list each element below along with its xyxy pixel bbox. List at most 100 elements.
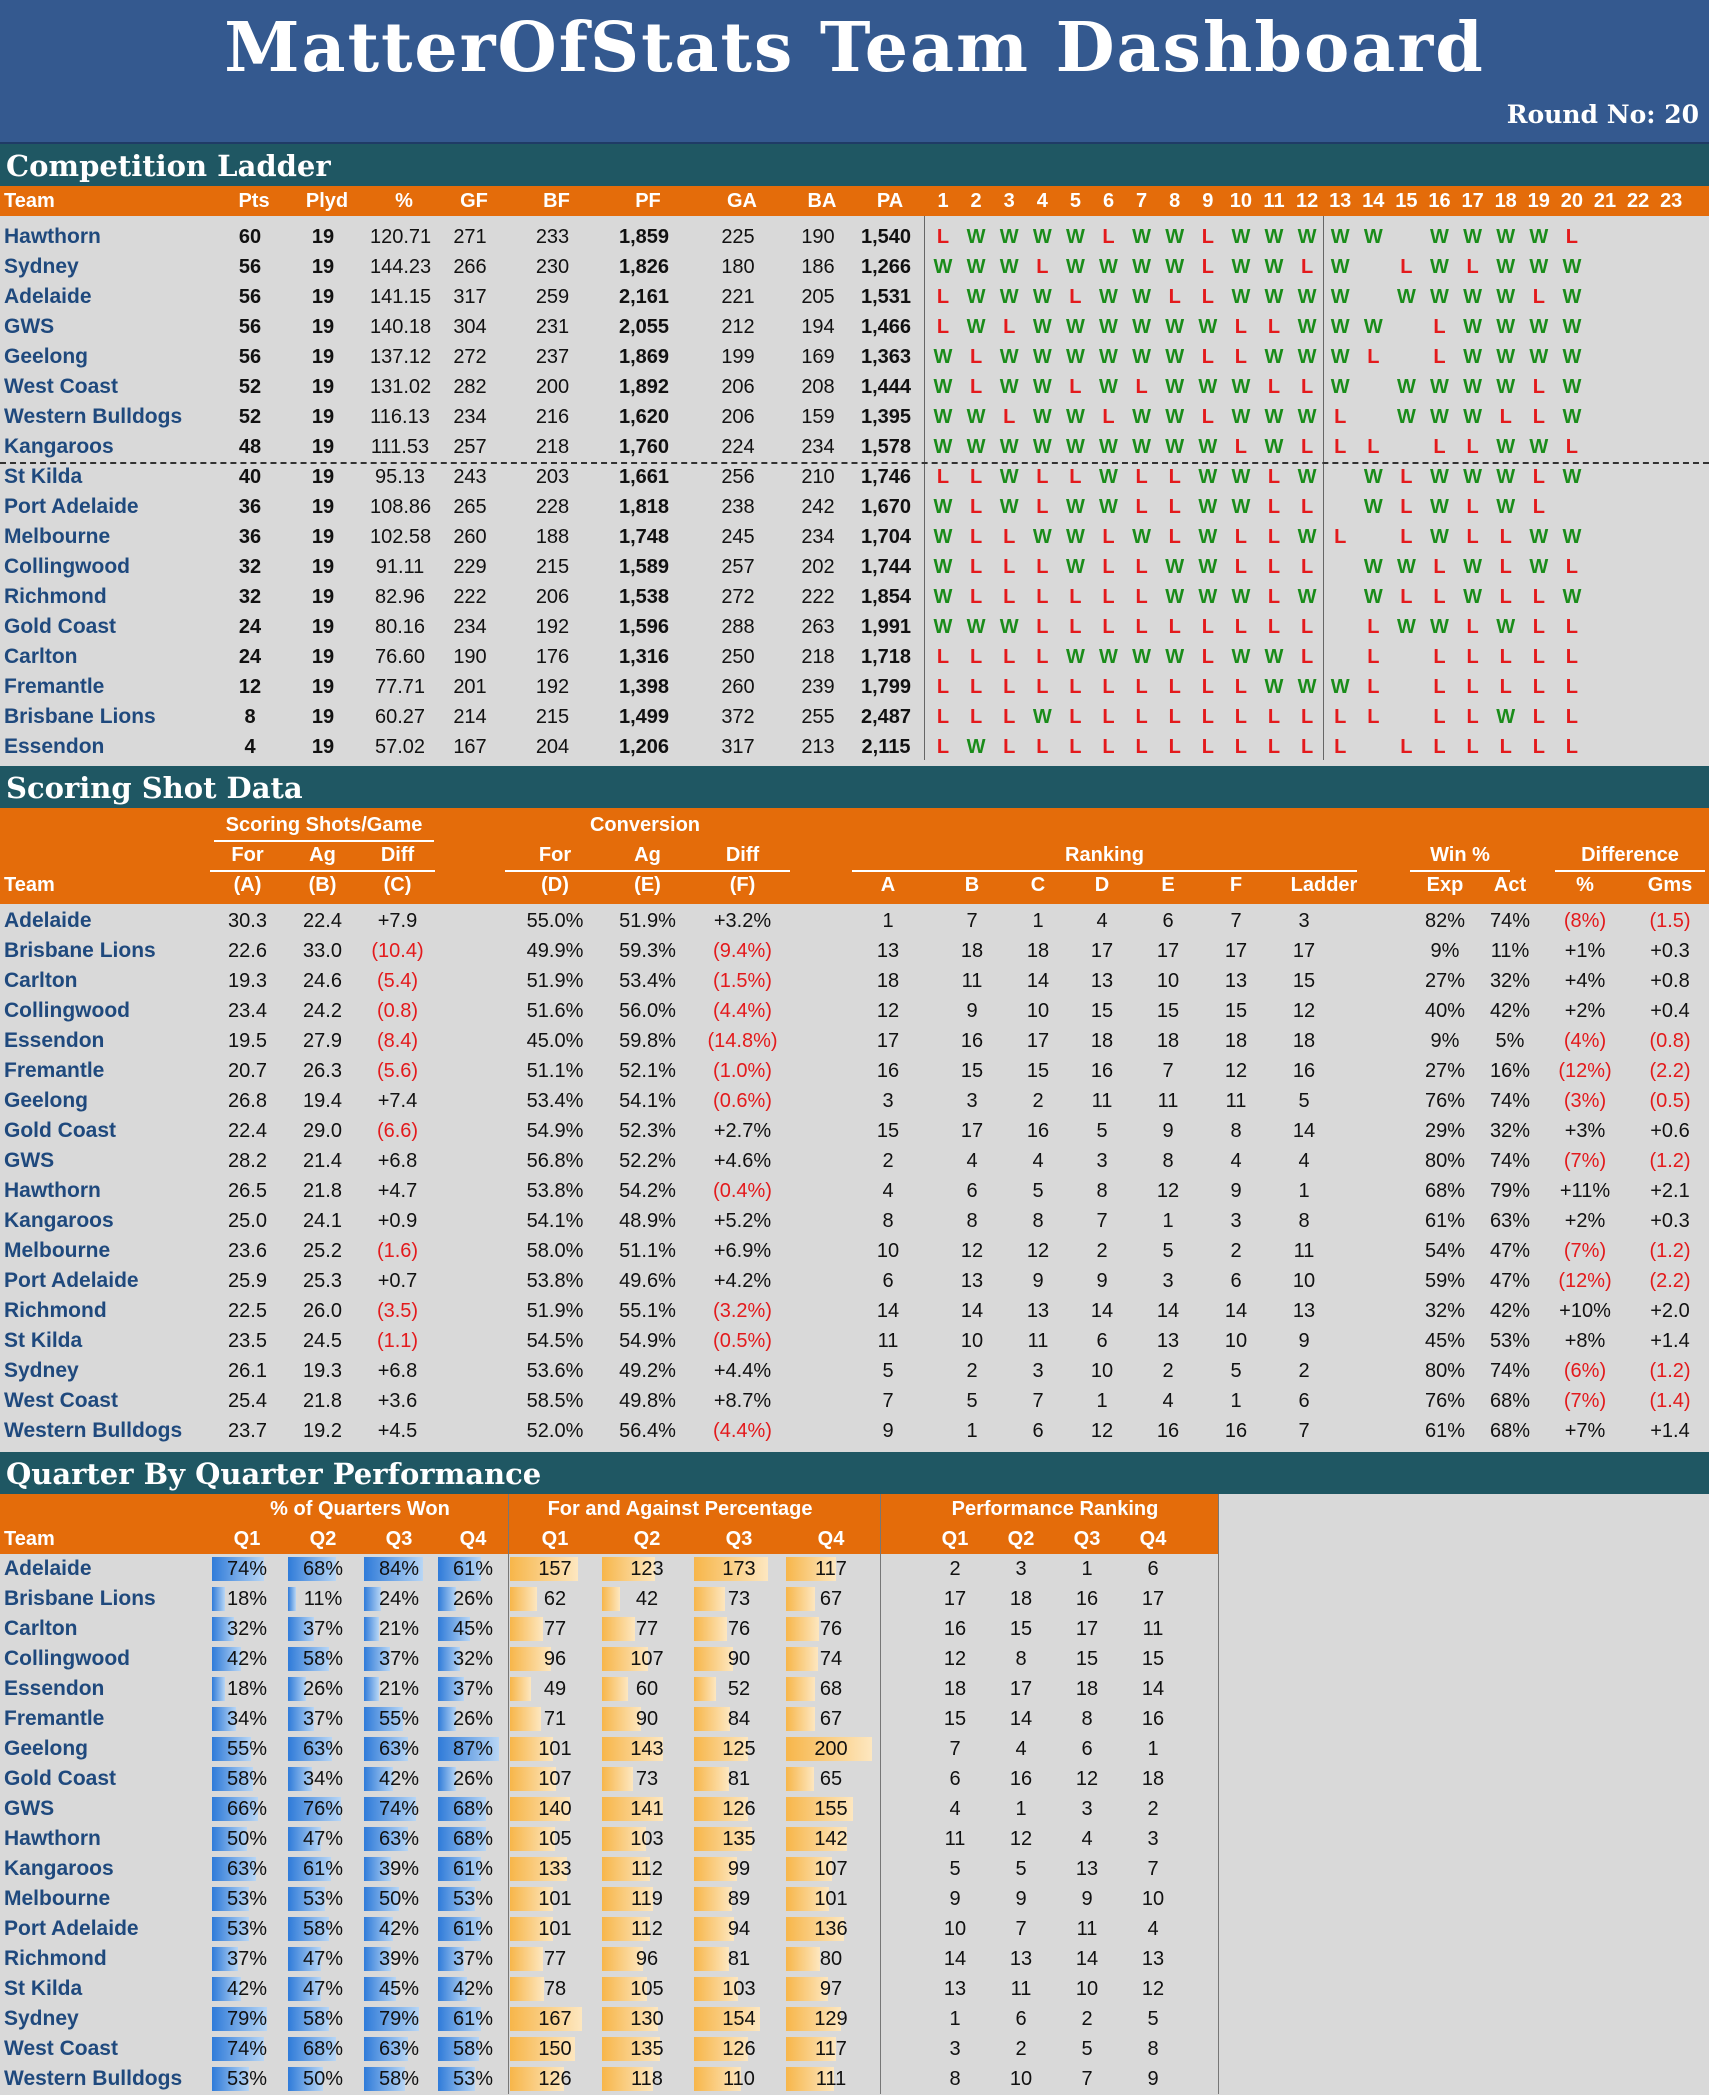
round-result: L: [1400, 526, 1413, 548]
ladder-pts: 56: [238, 316, 262, 338]
fa-pct-value: 154: [722, 2008, 756, 2030]
round-result: L: [1201, 226, 1214, 248]
rank-col-C: C: [1030, 874, 1046, 896]
round-result: W: [1330, 676, 1350, 698]
round-result: L: [1466, 736, 1479, 758]
round-result: W: [1165, 346, 1185, 368]
ladder-pts: 48: [238, 436, 262, 458]
fa-pct-value: 111: [815, 2068, 847, 2090]
ladder-ga: 272: [721, 586, 755, 608]
fa-pct-bar: [602, 1827, 646, 1851]
scoring-value: 52.2%: [619, 1150, 676, 1172]
round-result: W: [933, 526, 953, 548]
group-ranking: Ranking: [852, 840, 1357, 872]
round-header-9: 9: [1202, 190, 1214, 212]
fa-pct-bar: [694, 1707, 730, 1731]
ladder-gf: 317: [453, 286, 487, 308]
scoring-value: 24.2: [303, 1000, 342, 1022]
quarter-team-name: Fremantle: [4, 1707, 105, 1730]
round-result: W: [1198, 316, 1218, 338]
round-result: L: [1532, 406, 1545, 428]
ladder-ba: 205: [801, 286, 835, 308]
round-result: W: [1231, 646, 1251, 668]
quarters-won-bar: [288, 1857, 331, 1881]
scoring-value: 76%: [1424, 1390, 1466, 1412]
ladder-gf: 243: [453, 466, 487, 488]
quarters-won-value: 37%: [452, 1678, 494, 1700]
scoring-value: 7: [1230, 910, 1242, 932]
fa-pct-bar: [694, 1827, 752, 1851]
scoring-value: 24.5: [303, 1330, 342, 1352]
scoring-value: 25.2: [303, 1240, 342, 1262]
round-result: L: [1102, 676, 1115, 698]
scoring-value: 18: [1026, 940, 1050, 962]
scoring-value: 13: [1292, 1300, 1316, 1322]
ladder-ga: 206: [721, 406, 755, 428]
scoring-value: 8: [882, 1210, 894, 1232]
scoring-value: (1.2): [1649, 1360, 1691, 1382]
scoring-value: 15: [1156, 1000, 1180, 1022]
ladder-plyd: 19: [311, 676, 335, 698]
quarters-won-value: 18%: [226, 1678, 268, 1700]
quarters-won-bar: [212, 1917, 249, 1941]
round-result: W: [1430, 526, 1449, 548]
scoring-value: 6: [966, 1180, 978, 1202]
ladder-pts: 36: [238, 496, 262, 518]
quarters-won-value: 47%: [302, 1978, 344, 2000]
round-result: L: [1003, 736, 1016, 758]
ladder-pts: 24: [238, 616, 262, 638]
quarters-won-value: 37%: [302, 1618, 344, 1640]
round-result: L: [936, 646, 950, 668]
round-result: W: [1529, 556, 1549, 578]
scoring-value: 42%: [1489, 1000, 1531, 1022]
fa-pct-bar: [602, 1887, 653, 1911]
fa-pct-value: 84: [727, 1708, 751, 1730]
round-result: W: [1032, 406, 1052, 428]
round-result: W: [1032, 706, 1052, 728]
fa-pct-bar: [694, 1887, 732, 1911]
quarters-won-bar: [364, 1977, 396, 2001]
ladder-plyd: 19: [311, 736, 335, 758]
quarters-won-bar: [288, 1677, 306, 1701]
round-header-22: 22: [1626, 190, 1650, 212]
scoring-value: 53%: [1489, 1330, 1531, 1352]
ladder-pct: 82.96: [374, 586, 426, 608]
quarters-won-bar: [364, 1647, 390, 1671]
fa-pct-value: 71: [543, 1708, 567, 1730]
scoring-value: 1: [1032, 910, 1044, 932]
fa-pct-bar: [694, 1737, 748, 1761]
quarters-won-value: 84%: [378, 1558, 420, 1580]
round-result: W: [1132, 406, 1152, 428]
scoring-value: 6: [1230, 1270, 1242, 1292]
round-result: L: [1300, 706, 1314, 728]
scoring-value: +1%: [1564, 940, 1606, 962]
ladder-ba: 202: [801, 556, 835, 578]
fa-pct-value: 81: [727, 1948, 751, 1970]
ladder-pct: 111.53: [370, 436, 430, 458]
round-result: W: [1032, 376, 1052, 398]
perf-rank-value: 6: [949, 1768, 961, 1790]
scoring-value: 23.7: [228, 1420, 267, 1442]
scoring-value: 5: [1230, 1360, 1242, 1382]
ladder-pct: 137.12: [370, 346, 432, 368]
scoring-value: 9: [1032, 1270, 1044, 1292]
round-result: W: [999, 466, 1019, 488]
scoring-value: 54.9%: [526, 1120, 584, 1142]
ladder-team-name: Western Bulldogs: [4, 405, 183, 428]
round-result: L: [1565, 556, 1578, 578]
round-result: L: [1102, 406, 1115, 428]
ladder-pa: 1,799: [860, 676, 912, 698]
scoring-row: St Kilda 23.5 24.5 (1.1) 54.5% 54.9% (0.5%) 11 1…: [0, 1326, 1709, 1356]
round-result: W: [1032, 436, 1052, 458]
quarters-won-value: 50%: [378, 1888, 420, 1910]
scoring-value: 52.3%: [619, 1120, 676, 1142]
round-result: L: [1003, 646, 1016, 668]
quarter-team-name: Port Adelaide: [4, 1917, 139, 1940]
scoring-value: 14: [1090, 1300, 1114, 1322]
ladder-ga: 317: [721, 736, 755, 758]
scoring-value: 15: [1026, 1060, 1050, 1082]
scoring-value: +1.4: [1650, 1420, 1690, 1442]
scoring-value: 2: [882, 1150, 894, 1172]
round-result: W: [1198, 376, 1218, 398]
quarter-row: Western Bulldogs 53% 126 8 50% 118 10 58% 110 7 53…: [0, 2064, 1709, 2094]
